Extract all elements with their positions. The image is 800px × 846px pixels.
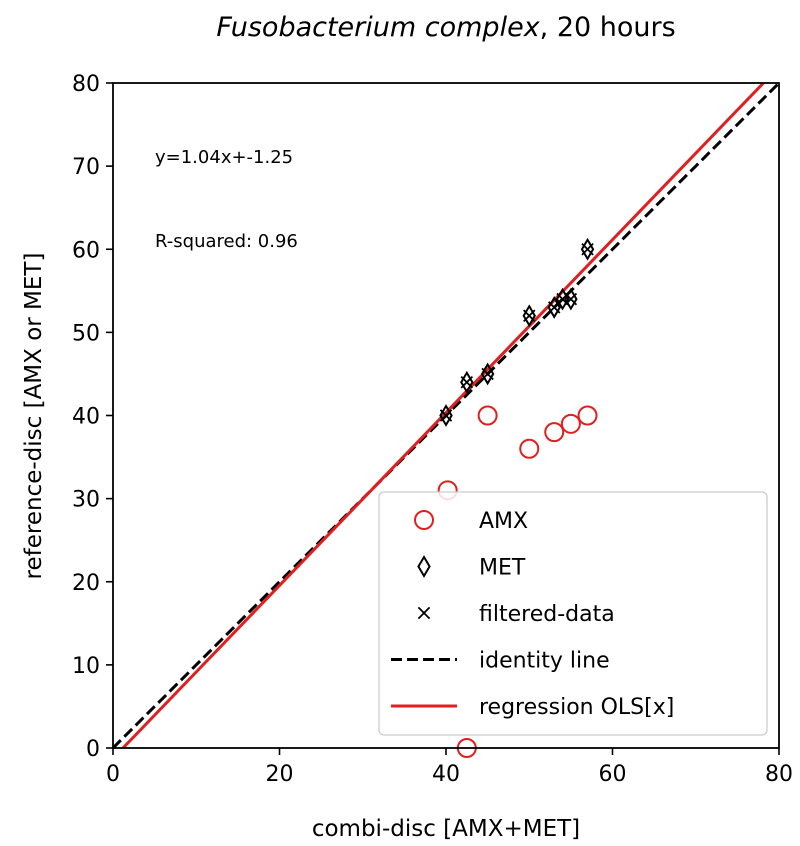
amx-point-3 (519, 438, 540, 459)
x-tick-label-1: 20 (266, 762, 294, 787)
filtered-data-point-7 (581, 243, 594, 256)
x-tick-label-3: 60 (599, 762, 627, 787)
x-tick-label-0: 0 (106, 762, 120, 787)
y-axis-label: reference-disc [AMX or MET] (21, 253, 47, 580)
legend-label-regression-ols-x-: regression OLS[x] (479, 695, 674, 720)
x-tick-label-4: 80 (765, 762, 793, 787)
y-tick-label-8: 80 (72, 72, 100, 97)
filtered-data-point-0 (439, 409, 453, 422)
axes-frame (112, 82, 780, 749)
legend-box (378, 491, 768, 736)
legend-marker-amx (414, 510, 434, 530)
plot-area: 0 20 40 60 80 0 10 20 30 40 50 60 70 80 (72, 72, 793, 787)
legend-marker-filtered-data (417, 606, 431, 620)
equation-annotation: y=1.04x+-1.25 (155, 147, 293, 168)
r-squared-annotation: R-squared: 0.96 (155, 231, 298, 252)
filtered-data-series (439, 243, 594, 422)
filtered-data-point-1 (460, 376, 474, 389)
y-tick-label-4: 40 (72, 405, 100, 430)
met-series (439, 237, 595, 427)
y-tick-label-3: 30 (72, 488, 100, 513)
y-tick-label-5: 50 (72, 321, 100, 346)
legend-marker-met (417, 555, 431, 578)
amx-point-6 (577, 405, 598, 426)
y-tick-label-1: 10 (72, 654, 100, 679)
legend-label-amx: AMX (479, 509, 528, 534)
amx-point-2 (477, 405, 498, 426)
legend-label-filtered-data: filtered-data (479, 602, 615, 627)
chart-title-italic: Fusobacterium complex (216, 12, 540, 43)
x-axis-label: combi-disc [AMX+MET] (312, 816, 580, 842)
filtered-data-point-2 (481, 367, 494, 381)
filtered-data-point-6 (564, 292, 578, 306)
y-tick-label-7: 70 (72, 155, 100, 180)
legend: AMX MET filtered-data identity line regressi… (378, 491, 768, 736)
chart-title: Fusobacterium complex, 20 hours (216, 12, 675, 43)
chart-title-rest: , 20 hours (540, 12, 676, 43)
legend-label-identity-line: identity line (479, 649, 610, 674)
y-tick-label-2: 20 (72, 571, 100, 596)
amx-point-4 (544, 422, 565, 443)
filtered-data-point-3 (523, 309, 536, 322)
y-tick-label-0: 0 (86, 737, 100, 762)
x-tick-label-2: 40 (432, 762, 460, 787)
y-tick-label-6: 60 (72, 238, 100, 263)
amx-point-5 (560, 413, 581, 434)
regression-ols-x--line (120, 83, 766, 748)
legend-label-met: MET (479, 556, 526, 581)
